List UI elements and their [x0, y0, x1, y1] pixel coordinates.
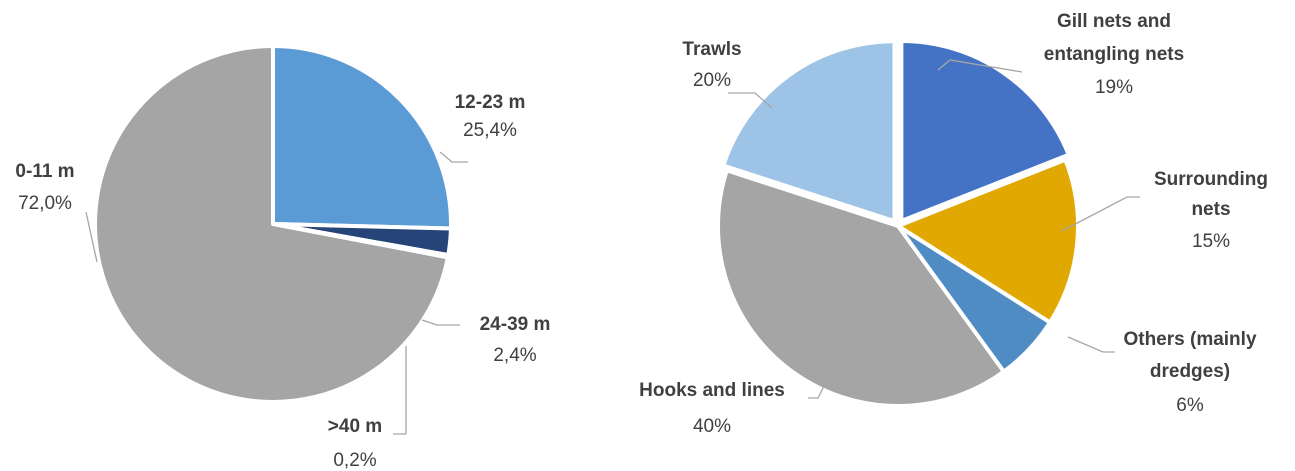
leader-line-12-23-m: [439, 151, 468, 163]
slice-label-40-m: >40 m: [328, 416, 382, 437]
pie-slice-hooks-and-lines: [716, 168, 1006, 408]
slice-value-others-mainly-dredges: 6%: [1176, 395, 1204, 416]
leader-line-0-11-m: [85, 211, 98, 263]
leader-line-others-mainly-dredges: [1067, 336, 1115, 353]
slice-label-gill-nets-and-entangling-nets: entangling nets: [1044, 44, 1184, 65]
slice-label-24-39-m: 24-39 m: [480, 314, 551, 335]
slice-label-trawls: Trawls: [682, 39, 741, 60]
pie-chart-fishing-gear: Gill nets and entangling nets 19% Surroundi…: [639, 11, 1268, 437]
slice-value-surrounding-nets: 15%: [1192, 231, 1230, 252]
slice-value-12-23-m: 25,4%: [463, 120, 517, 141]
pie-slice-0-11-m: [93, 44, 450, 404]
slice-label-others-mainly-dredges: dredges): [1150, 361, 1230, 382]
leader-line-gill-nets-and-entangling-nets: [937, 59, 1023, 73]
pie-slice-12-23-m: [271, 44, 453, 231]
slice-value-40-m: 0,2%: [333, 450, 376, 471]
leader-line-surrounding-nets: [1061, 196, 1140, 232]
slice-label-surrounding-nets: Surrounding: [1154, 169, 1268, 190]
leader-line-24-39-m: [421, 319, 460, 326]
pie-slice-gill-nets-and-entangling-nets: [899, 39, 1071, 224]
slice-label-0-11-m: 0-11 m: [15, 161, 74, 182]
pie-slice-surrounding-nets: [896, 157, 1080, 325]
slice-value-gill-nets-and-entangling-nets: 19%: [1095, 77, 1133, 98]
leader-line-hooks-and-lines: [808, 385, 825, 399]
pie-slice-trawls: [721, 39, 897, 224]
slice-value-trawls: 20%: [693, 70, 731, 91]
slice-label-others-mainly-dredges: Others (mainly: [1123, 329, 1256, 350]
slice-label-gill-nets-and-entangling-nets: Gill nets and: [1057, 11, 1171, 32]
slice-value-hooks-and-lines: 40%: [693, 416, 731, 437]
slice-value-0-11-m: 72,0%: [18, 193, 72, 214]
pie-chart-vessel-length: 12-23 m 25,4% 24-39 m 2,4% >40 m 0,2% 0-11 m 72…: [15, 44, 551, 471]
slice-value-24-39-m: 2,4%: [493, 345, 536, 366]
leader-line-trawls: [728, 92, 773, 109]
leader-line-40-m: [393, 346, 407, 435]
slice-label-hooks-and-lines: Hooks and lines: [639, 380, 785, 401]
slice-label-surrounding-nets: nets: [1191, 199, 1230, 220]
slice-label-12-23-m: 12-23 m: [455, 92, 526, 113]
